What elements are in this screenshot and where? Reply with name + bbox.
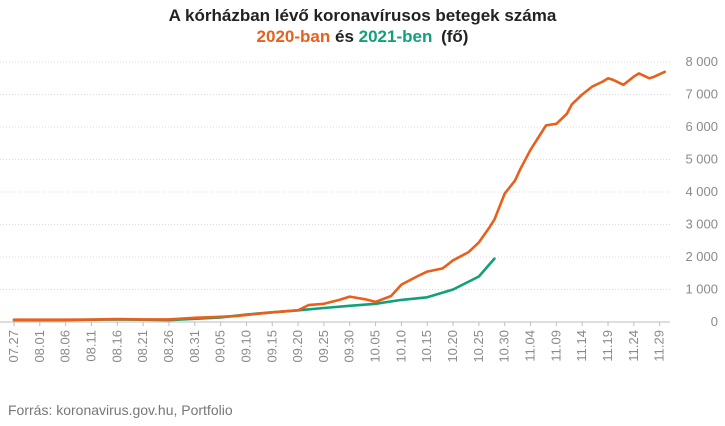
- y-tick-label: 8 000: [685, 54, 718, 69]
- x-axis-labels: 07.27 08.01 08.06 08.11 08.16 08.21 08.26 08.31…: [6, 322, 667, 363]
- title-connector: és: [334, 27, 354, 46]
- series-lines: [12, 70, 667, 322]
- x-tick-label: 11.24: [626, 330, 641, 362]
- chart-title: A kórházban lévő koronavírusos betegek s…: [0, 6, 725, 48]
- x-tick-label: 09.05: [213, 330, 228, 363]
- title-unit: (fő): [441, 27, 469, 46]
- title-line-2: 2020-ban és 2021-ben (fő): [0, 26, 725, 48]
- x-tick-label: 11.09: [548, 330, 563, 362]
- title-series-2020: 2020-ban: [256, 27, 331, 46]
- x-tick-label: 08.31: [187, 330, 202, 363]
- x-tick-label: 11.04: [523, 330, 538, 362]
- x-tick-label: 10.05: [368, 330, 383, 363]
- x-tick-label: 10.25: [471, 330, 486, 363]
- x-tick-label: 09.25: [316, 330, 331, 363]
- y-tick-label: 4 000: [685, 184, 718, 199]
- x-tick-label: 08.06: [58, 330, 73, 363]
- x-tick-label: 08.16: [109, 330, 124, 363]
- y-tick-label: 6 000: [685, 119, 718, 134]
- x-tick-label: 07.27: [6, 330, 21, 363]
- x-tick-label: 09.10: [238, 330, 253, 363]
- x-tick-label: 08.26: [161, 330, 176, 363]
- y-tick-label: 2 000: [685, 249, 718, 264]
- x-tick-label: 10.10: [393, 330, 408, 363]
- y-tick-label: 3 000: [685, 217, 718, 232]
- source-note: Forrás: koronavirus.gov.hu, Portfolio: [8, 402, 233, 418]
- x-tick-label: 08.01: [32, 330, 47, 363]
- x-tick-label: 11.19: [600, 330, 615, 362]
- series-line-2020ban: [12, 70, 667, 321]
- y-axis-labels: 0 1 000 2 000 3 000 4 000 5 000 6 000 7 000 8 00…: [685, 54, 718, 329]
- title-series-2021: 2021-ben: [358, 27, 433, 46]
- x-tick-label: 10.30: [497, 330, 512, 363]
- y-tick-label: 0: [711, 314, 718, 329]
- x-tick-label: 09.30: [342, 330, 357, 363]
- gridlines: [0, 61, 670, 323]
- y-tick-label: 7 000: [685, 87, 718, 102]
- x-tick-label: 10.20: [445, 330, 460, 363]
- y-tick-label: 5 000: [685, 152, 718, 167]
- y-tick-label: 1 000: [685, 282, 718, 297]
- x-tick-label: 09.20: [290, 330, 305, 363]
- x-tick-label: 08.21: [135, 330, 150, 363]
- x-tick-label: 08.11: [83, 330, 98, 362]
- x-tick-label: 10.15: [419, 330, 434, 363]
- title-line-1: A kórházban lévő koronavírusos betegek s…: [168, 6, 557, 25]
- series-line-2021ben: [12, 257, 496, 322]
- x-tick-label: 11.29: [652, 330, 667, 362]
- x-tick-label: 09.15: [264, 330, 279, 363]
- x-tick-label: 11.14: [574, 330, 589, 362]
